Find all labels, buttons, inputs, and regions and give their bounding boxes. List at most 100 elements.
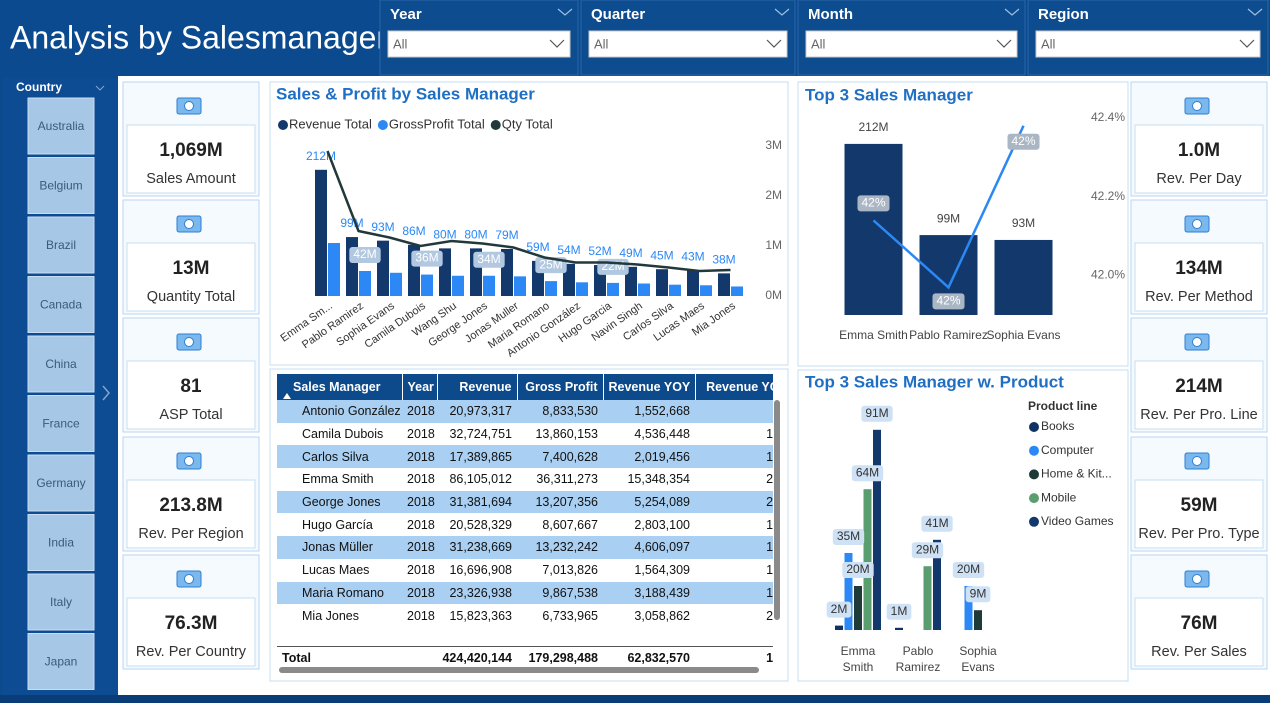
bar bbox=[421, 274, 433, 296]
bar bbox=[923, 566, 932, 630]
data-label: 93M bbox=[1012, 216, 1035, 230]
chevron bbox=[766, 39, 782, 48]
data-label: 86M bbox=[402, 224, 425, 238]
chevron bbox=[1239, 39, 1255, 48]
data-label: 64M bbox=[856, 465, 879, 479]
legend-marker bbox=[1029, 516, 1039, 527]
data-label: 29M bbox=[916, 542, 939, 556]
legend-marker bbox=[490, 120, 501, 130]
data-label: 91M bbox=[865, 406, 888, 420]
filter-dropdown[interactable] bbox=[1035, 30, 1261, 58]
data-label-box bbox=[965, 586, 991, 603]
icon bbox=[184, 574, 194, 584]
slicer-button[interactable] bbox=[27, 97, 95, 155]
table-cell: Carlos Silva bbox=[277, 445, 402, 469]
y2-tick-label: 42.4% bbox=[1091, 110, 1125, 124]
filter-dropdown[interactable] bbox=[588, 30, 788, 58]
kpi-inner bbox=[1134, 242, 1264, 312]
slicer-item: Brazil bbox=[46, 238, 76, 252]
column-header: Year bbox=[402, 374, 438, 400]
column-header: Revenue bbox=[437, 374, 518, 400]
table-cell: 2018 bbox=[402, 536, 437, 559]
data-label-box bbox=[842, 562, 874, 578]
table-cell: Camila Dubois bbox=[302, 427, 384, 442]
slicer-title: Country bbox=[16, 80, 62, 94]
data-label-box bbox=[861, 405, 893, 422]
slicer-button[interactable] bbox=[27, 395, 95, 452]
data-label-box bbox=[857, 195, 890, 212]
legend-label: GrossProfit Total bbox=[389, 116, 485, 131]
table-cell: 4,536,448 bbox=[634, 427, 690, 442]
slicer-item: Canada bbox=[40, 298, 82, 312]
total-cell: 17 bbox=[695, 646, 773, 669]
data-label: 93M bbox=[371, 220, 394, 234]
line bbox=[872, 125, 1025, 290]
data-label-box bbox=[1007, 133, 1040, 150]
icon bbox=[184, 219, 194, 229]
bar bbox=[607, 282, 619, 296]
kpi-inner bbox=[126, 360, 256, 430]
data-label: 35M bbox=[837, 529, 860, 543]
header-row: Sales Manager Year Revenue Gross Profit Reve… bbox=[277, 374, 773, 400]
slicer-expand[interactable] bbox=[102, 385, 110, 401]
slicer-button[interactable] bbox=[27, 573, 95, 631]
kpi-label: Rev. Per Country bbox=[136, 644, 247, 660]
filter-dropdown[interactable] bbox=[805, 30, 1018, 58]
table-cell: Jonas Müller bbox=[277, 536, 402, 559]
filter-value: All bbox=[811, 36, 826, 51]
slicer-item: India bbox=[48, 536, 74, 550]
table-row: Camila Dubois 2018 32,724,751 13,860,153 4,5… bbox=[277, 423, 773, 446]
table-cell: 3,188,439 bbox=[603, 581, 695, 605]
table-cell: 32,724,751 bbox=[449, 427, 512, 442]
bar bbox=[452, 275, 464, 296]
column-header: Revenue YOY bbox=[603, 374, 696, 400]
kpi-inner bbox=[1134, 124, 1264, 194]
scrollbar[interactable] bbox=[774, 400, 780, 620]
sort-indicator[interactable] bbox=[283, 393, 291, 399]
slicer-button[interactable] bbox=[27, 216, 95, 274]
table-cell: 22 bbox=[766, 472, 773, 487]
bar bbox=[994, 239, 1053, 315]
table-cell: 15,348,354 bbox=[627, 472, 690, 487]
bar bbox=[854, 586, 862, 630]
data-label: 42% bbox=[861, 196, 885, 210]
scrollbar[interactable] bbox=[279, 667, 759, 673]
bar bbox=[346, 237, 358, 296]
table-cell: 2018 bbox=[407, 427, 435, 442]
kpi-inner bbox=[126, 242, 256, 312]
legend-title: Product line bbox=[1028, 399, 1098, 413]
legend-label: Computer bbox=[1041, 443, 1094, 457]
data-label-box bbox=[832, 529, 865, 545]
slicer-button[interactable] bbox=[27, 633, 95, 690]
slicer-button[interactable] bbox=[27, 335, 95, 393]
table-cell: 2018 bbox=[402, 581, 437, 605]
table-cell: 13,860,153 bbox=[535, 427, 598, 442]
kpi-value: 13M bbox=[173, 258, 210, 279]
table-row: Jonas Müller 2018 31,238,669 13,232,242 4,60… bbox=[277, 536, 773, 559]
table-cell: 86,105,012 bbox=[449, 472, 512, 487]
data-label: 49M bbox=[619, 246, 642, 260]
slicer-button[interactable] bbox=[27, 276, 95, 333]
slicer-button[interactable] bbox=[27, 454, 95, 512]
legend-label: Revenue Total bbox=[289, 116, 372, 131]
slicer-button[interactable] bbox=[27, 157, 95, 214]
slicer-item: Italy bbox=[50, 595, 72, 609]
icon bbox=[184, 101, 194, 111]
filter-dropdown[interactable] bbox=[387, 30, 571, 58]
table-cell: Hugo García bbox=[302, 517, 373, 532]
data-label: 80M bbox=[464, 228, 487, 242]
bar bbox=[718, 273, 730, 296]
table-cell: 2018 bbox=[402, 445, 437, 469]
data-label: 80M bbox=[433, 228, 456, 242]
page-title: Analysis by Salesmanager bbox=[10, 19, 387, 55]
x-tick-label: Sophia Evans bbox=[959, 644, 997, 674]
table-cell: 31,238,669 bbox=[437, 536, 517, 559]
bar bbox=[731, 286, 743, 296]
kpi-label: Quantity Total bbox=[147, 289, 235, 305]
slicer-item: Belgium bbox=[39, 179, 82, 193]
table-cell: 16 bbox=[766, 517, 773, 532]
slicer-button[interactable] bbox=[27, 514, 95, 571]
